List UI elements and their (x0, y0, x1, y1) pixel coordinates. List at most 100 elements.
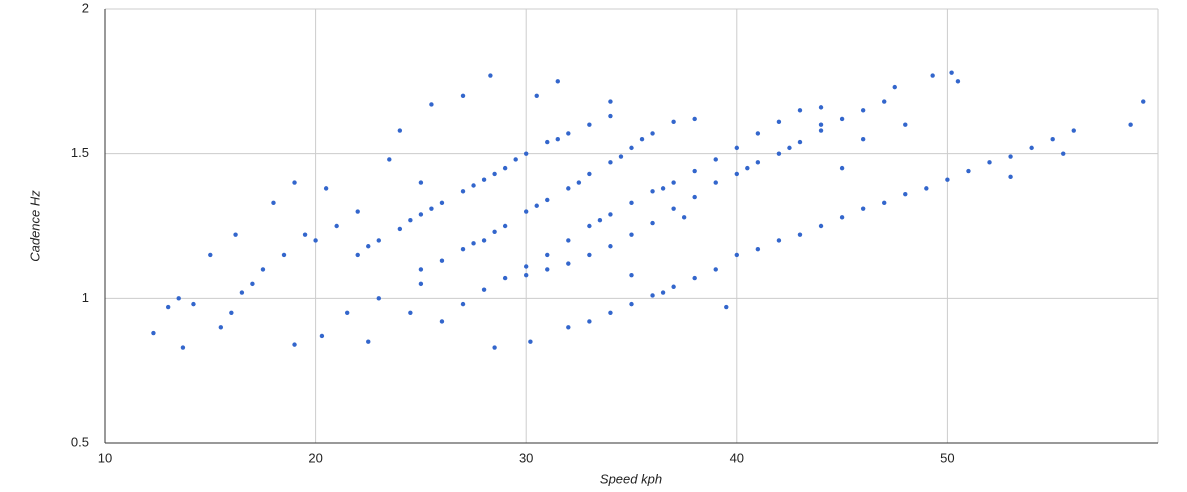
point (418, 281, 424, 287)
point (745, 165, 750, 171)
point (471, 183, 476, 188)
point (460, 246, 466, 252)
x-tick-label: 30 (519, 450, 533, 465)
point (1071, 128, 1076, 133)
point (629, 272, 634, 278)
point (302, 232, 308, 237)
point (555, 79, 560, 84)
point (713, 157, 718, 162)
point (681, 215, 687, 220)
point (292, 342, 297, 347)
point (618, 154, 624, 159)
point (608, 160, 613, 165)
point (191, 301, 196, 307)
point (966, 168, 971, 174)
point (566, 186, 571, 191)
point (545, 252, 550, 258)
point (239, 290, 245, 295)
point (955, 79, 961, 84)
point (692, 275, 697, 281)
point (481, 287, 487, 292)
point (903, 122, 908, 127)
point (949, 70, 954, 75)
point (524, 209, 529, 214)
point (528, 339, 533, 344)
point (945, 177, 950, 182)
point (608, 244, 613, 249)
point (787, 145, 792, 151)
point (1029, 145, 1034, 151)
point (1128, 122, 1133, 127)
point (818, 128, 824, 133)
point (839, 116, 845, 122)
point (429, 102, 434, 107)
point (797, 232, 803, 237)
x-axis-label: Speed kph (600, 471, 662, 486)
point (629, 145, 634, 151)
point (1008, 154, 1013, 159)
point (271, 200, 276, 206)
point (376, 296, 381, 301)
point (524, 264, 529, 269)
point (502, 275, 508, 281)
point (650, 220, 655, 226)
point (355, 252, 360, 258)
point (1061, 151, 1066, 156)
point (233, 232, 238, 237)
point (418, 212, 424, 217)
point (587, 252, 592, 258)
point (987, 160, 992, 165)
point (924, 186, 929, 191)
point (250, 281, 255, 287)
point (650, 189, 655, 194)
point (587, 319, 592, 324)
point (566, 238, 571, 243)
point (860, 108, 866, 113)
point (650, 131, 655, 136)
point (165, 304, 171, 310)
point (534, 93, 539, 99)
point (713, 180, 718, 185)
point (208, 252, 213, 258)
point (524, 272, 529, 278)
point (692, 194, 697, 200)
point (460, 189, 466, 194)
point (408, 310, 413, 315)
point (502, 165, 508, 171)
point (776, 238, 782, 243)
point (151, 330, 156, 336)
point (671, 284, 676, 289)
point (439, 200, 445, 206)
point (366, 339, 371, 344)
point (481, 238, 487, 243)
point (545, 197, 550, 203)
x-tick-label: 40 (730, 450, 744, 465)
point (292, 180, 297, 185)
point (608, 212, 613, 217)
point (839, 215, 845, 220)
point (776, 151, 782, 156)
point (660, 290, 666, 295)
point (566, 325, 571, 330)
point (1050, 137, 1055, 142)
point (818, 122, 824, 127)
point (797, 108, 803, 113)
y-axis-label: Cadence Hz (27, 190, 42, 262)
point (545, 267, 550, 272)
point (797, 139, 803, 145)
point (387, 157, 392, 162)
point (671, 119, 676, 125)
point (692, 168, 697, 174)
point (313, 238, 318, 243)
point (319, 333, 325, 339)
point (608, 310, 613, 315)
point (776, 119, 782, 125)
point (408, 218, 413, 223)
point (323, 186, 329, 191)
point (218, 325, 224, 330)
x-tick-label: 50 (940, 450, 954, 465)
point (460, 301, 466, 307)
point (860, 137, 866, 142)
point (481, 177, 487, 182)
